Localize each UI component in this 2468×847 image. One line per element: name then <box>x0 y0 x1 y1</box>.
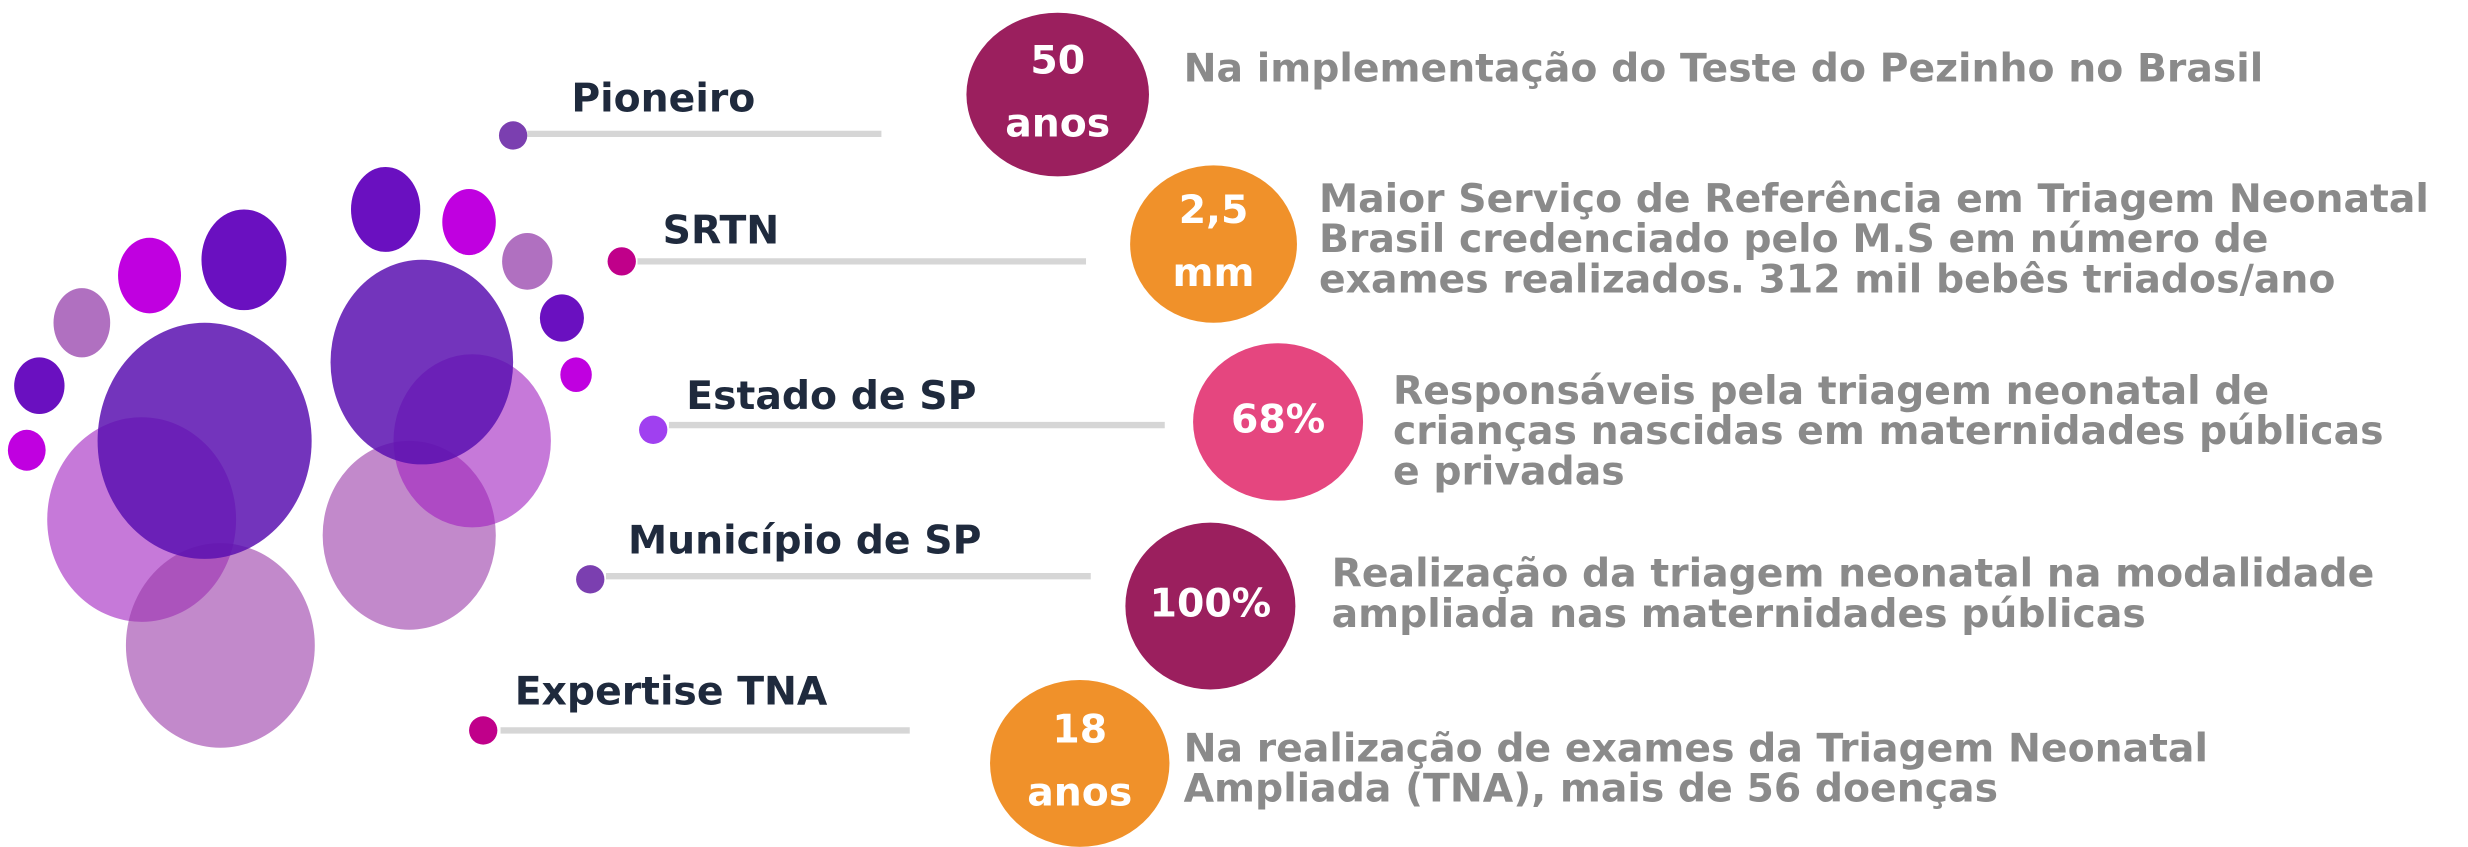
badge-text: mm <box>1173 250 1255 296</box>
description-line: ampliada nas maternidades públicas <box>1332 591 2146 637</box>
description-line: Maior Serviço de Referência em Triagem N… <box>1319 176 2429 222</box>
item-label: Município de SP <box>628 518 981 564</box>
bullet-dot <box>608 247 636 275</box>
bullet-dot <box>469 716 497 744</box>
description-line: Responsáveis pela triagem neonatal de <box>1393 368 2269 414</box>
item-label: Expertise TNA <box>515 669 828 715</box>
badge-text: anos <box>1027 769 1132 815</box>
badge-text: 50 <box>1030 38 1085 84</box>
bullet-dot <box>499 121 527 149</box>
description-line: Ampliada (TNA), mais de 56 doenças <box>1184 766 1998 812</box>
badge-text: 100% <box>1150 581 1272 627</box>
description-line: e privadas <box>1393 448 1625 494</box>
item-label: SRTN <box>663 208 780 254</box>
badge-text: 2,5 <box>1179 187 1249 233</box>
item-label: Estado de SP <box>686 373 976 419</box>
footprints <box>8 167 592 748</box>
badge-circle <box>990 680 1169 847</box>
description-line: exames realizados. 312 mil bebês triados… <box>1319 256 2335 302</box>
description-line: Na implementação do Teste do Pezinho no … <box>1184 45 2264 91</box>
description-line: Na realização de exames da Triagem Neona… <box>1184 725 2208 771</box>
infographic: Pioneiro 50 anos Na implementação do Teste … <box>0 0 2468 847</box>
description-line: Brasil credenciado pelo M.S em número de <box>1319 216 2268 262</box>
description-line: Realização da triagem neonatal na modali… <box>1332 551 2375 597</box>
badge-text: 68% <box>1231 396 1325 442</box>
badge-text: 18 <box>1052 707 1107 753</box>
bullet-dot <box>576 565 604 593</box>
item-label: Pioneiro <box>571 75 755 121</box>
badge-text: anos <box>1005 101 1110 147</box>
description-line: crianças nascidas em maternidades públic… <box>1393 408 2384 454</box>
bullet-dot <box>639 416 667 444</box>
